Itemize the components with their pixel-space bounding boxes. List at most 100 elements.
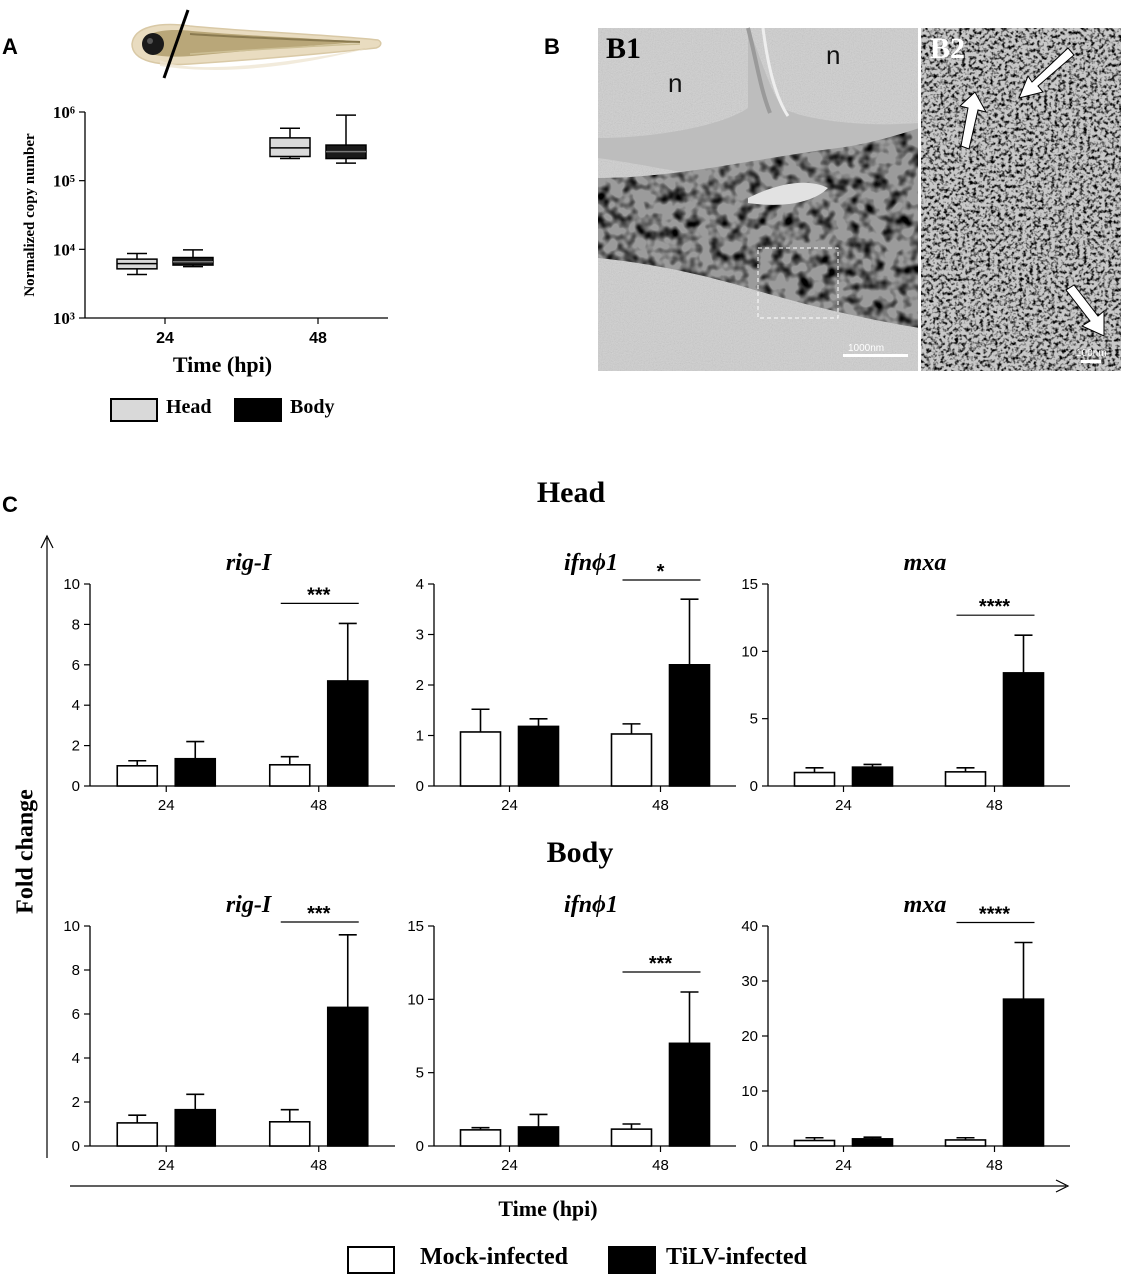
x-tick-label: 48 — [652, 797, 669, 814]
bar-mock-24 — [459, 1129, 502, 1147]
legend-swatch-body — [234, 398, 282, 422]
y-tick-label: 0 — [416, 1138, 424, 1155]
y-tick-label: 0 — [750, 1138, 758, 1155]
y-tick-label: 5 — [416, 1065, 424, 1082]
bar-tilv-24 — [174, 1108, 217, 1147]
y-tick-label: 4 — [416, 576, 424, 593]
legend-swatch-mock — [347, 1246, 395, 1274]
x-tick-label: 48 — [652, 1157, 669, 1174]
time-axis-label-c: Time (hpi) — [498, 1196, 598, 1221]
bar-mock-24 — [116, 765, 159, 787]
y-tick-label: 10 — [741, 1083, 758, 1100]
x-tick-label: 24 — [501, 1157, 518, 1174]
y-tick-label: 6 — [72, 1006, 80, 1023]
fold-change-axis-label: Fold change — [12, 789, 39, 914]
bar-mock-48 — [944, 771, 987, 787]
bar-mock-24 — [116, 1122, 159, 1147]
chart-a-y-tick-label: 10⁵ — [53, 172, 75, 191]
bar-mock-48 — [944, 1139, 987, 1147]
legend-label-body: Body — [290, 396, 335, 418]
bar-mock-24 — [459, 731, 502, 787]
y-tick-label: 3 — [416, 627, 424, 644]
x-tick-label: 48 — [986, 797, 1003, 814]
chart-a-y-tick-label: 10³ — [53, 309, 75, 328]
zebrafish-larva-illustration — [131, 9, 382, 79]
y-tick-label: 0 — [72, 778, 80, 795]
legend-label-mock: Mock-infected — [420, 1244, 568, 1270]
chart-title: rig-I — [226, 550, 273, 576]
x-tick-label: 24 — [835, 797, 852, 814]
bar-tilv-24 — [851, 1138, 894, 1147]
bar-tilv-48 — [668, 1042, 711, 1147]
significance-marker: *** — [307, 584, 331, 606]
x-tick-label: 24 — [158, 1157, 175, 1174]
significance-marker: **** — [979, 904, 1010, 926]
x-tick-label: 48 — [310, 797, 327, 814]
y-tick-label: 5 — [750, 711, 758, 728]
chart-a-x-tick-label: 24 — [156, 330, 174, 347]
chart-head-mxa: mxa 0 5 10 15 24 48 **** — [741, 550, 1070, 814]
y-tick-label: 8 — [72, 616, 80, 633]
nucleus-label-1: n — [668, 68, 683, 98]
bar-tilv-24 — [517, 725, 560, 787]
head-section-title: Head — [536, 476, 606, 509]
panel-letter-b: B — [544, 34, 560, 59]
bar-mock-48 — [610, 733, 653, 787]
bar-tilv-48 — [1002, 998, 1045, 1147]
bar-tilv-48 — [326, 1006, 369, 1147]
x-tick-label: 48 — [310, 1157, 327, 1174]
chart-a-y-tick-label: 10⁶ — [53, 103, 75, 122]
bar-tilv-48 — [326, 680, 369, 787]
chart-title: ifnϕ1 — [564, 892, 618, 918]
bar-tilv-24 — [517, 1126, 560, 1147]
chart-a-x-label: Time (hpi) — [173, 352, 272, 377]
b2-label: B2 — [930, 32, 966, 65]
x-tick-label: 48 — [986, 1157, 1003, 1174]
y-tick-label: 6 — [72, 657, 80, 674]
significance-marker: * — [657, 561, 665, 583]
chart-a-y-label: Normalized copy number — [22, 133, 38, 297]
legend-label-tilv: TiLV-infected — [666, 1244, 807, 1270]
legend-swatch-head — [110, 398, 158, 422]
y-tick-label: 30 — [741, 973, 758, 990]
body-section-title: Body — [546, 836, 614, 869]
y-tick-label: 10 — [63, 918, 80, 935]
bar-tilv-48 — [1002, 672, 1045, 787]
chart-title: mxa — [904, 892, 947, 918]
x-tick-label: 24 — [501, 797, 518, 814]
significance-marker: *** — [649, 953, 673, 975]
y-tick-label: 40 — [741, 918, 758, 935]
bar-mock-48 — [268, 763, 311, 787]
chart-head-ifnphi1: ifnϕ1 0 1 2 3 4 24 48 * — [416, 550, 736, 814]
y-tick-label: 8 — [72, 962, 80, 979]
significance-marker: **** — [979, 596, 1010, 618]
bar-mock-48 — [610, 1128, 653, 1147]
chart-a-boxplot: 10³ 10⁴ 10⁵ 10⁶ 24 48 Normalized copy number Ti… — [22, 103, 388, 377]
y-tick-label: 2 — [72, 1094, 80, 1111]
x-tick-label: 24 — [158, 797, 175, 814]
chart-title: rig-I — [226, 892, 273, 918]
bar-mock-48 — [268, 1121, 311, 1147]
electron-micrographs: 1000nm 100nm — [598, 27, 1121, 371]
bar-mock-24 — [793, 771, 836, 787]
nucleus-label-2: n — [826, 40, 841, 70]
legend-label-head: Head — [166, 396, 212, 418]
y-tick-label: 20 — [741, 1028, 758, 1045]
scale-bar-1-label: 1000nm — [848, 343, 884, 354]
b1-label: B1 — [606, 32, 642, 65]
bar-tilv-24 — [174, 757, 217, 787]
y-tick-label: 0 — [750, 778, 758, 795]
bar-mock-24 — [793, 1139, 836, 1147]
panel-c-outer-axes — [40, 534, 1070, 1193]
significance-marker: *** — [307, 903, 331, 925]
bar-tilv-48 — [668, 664, 711, 787]
chart-a-x-tick-label: 48 — [309, 330, 327, 347]
chart-title: mxa — [904, 550, 947, 576]
y-tick-label: 1 — [416, 728, 424, 745]
bar-tilv-24 — [851, 766, 894, 787]
legend-swatch-tilv — [608, 1246, 656, 1274]
scale-bar-2-label: 100nm — [1076, 348, 1107, 359]
chart-body-mxa: mxa 0 10 20 30 40 24 48 **** — [741, 892, 1070, 1174]
